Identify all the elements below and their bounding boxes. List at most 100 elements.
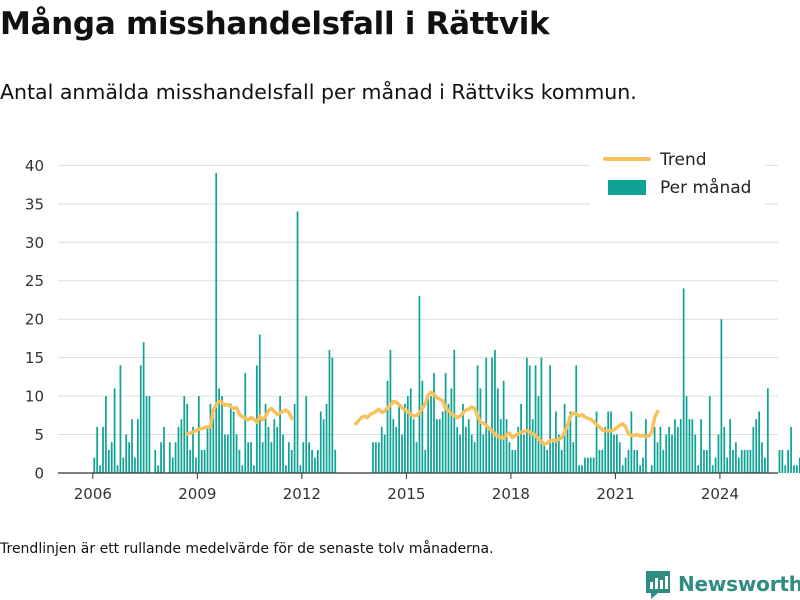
bar xyxy=(662,449,665,473)
bar xyxy=(105,396,107,473)
chart: 2006 2009 2012 2015 2018 2021 2024 0 5 10 15 20 25 3… xyxy=(25,146,800,500)
bar xyxy=(160,442,162,473)
x-tick-label: 2012 xyxy=(283,485,321,500)
bar xyxy=(575,365,578,473)
bar xyxy=(470,434,473,473)
bar xyxy=(752,426,755,473)
bar xyxy=(639,465,641,473)
bar xyxy=(186,403,189,473)
bar xyxy=(200,449,203,473)
bar xyxy=(584,457,586,473)
x-tick-label: 2009 xyxy=(178,485,216,500)
bar xyxy=(163,426,165,473)
bar xyxy=(549,365,551,473)
legend-bars-label: Per månad xyxy=(660,177,751,198)
bar xyxy=(560,449,563,473)
bar xyxy=(331,357,334,473)
bar xyxy=(636,449,639,473)
bar xyxy=(168,442,171,473)
bar xyxy=(404,403,406,473)
bar xyxy=(496,388,499,473)
bar xyxy=(732,449,734,473)
bar xyxy=(450,388,453,473)
bar xyxy=(380,426,383,473)
bar xyxy=(192,426,194,473)
bar xyxy=(688,419,691,473)
bar xyxy=(613,434,615,473)
bar xyxy=(253,465,255,473)
bar xyxy=(697,465,700,473)
bar xyxy=(459,434,461,473)
bar xyxy=(761,442,763,473)
y-tick-label: 0 xyxy=(34,465,44,483)
bar xyxy=(206,426,209,473)
bar xyxy=(610,411,612,473)
bar xyxy=(546,449,549,473)
bar xyxy=(189,449,191,473)
bar xyxy=(784,465,787,473)
bar xyxy=(302,442,305,473)
bar xyxy=(102,426,104,473)
bar xyxy=(511,449,514,473)
bar xyxy=(258,334,261,473)
bar xyxy=(316,449,319,473)
bar xyxy=(247,442,250,473)
bar xyxy=(758,411,760,473)
x-tick-label: 2006 xyxy=(74,485,112,500)
bar xyxy=(325,403,328,473)
bar xyxy=(270,442,273,473)
bar xyxy=(749,449,752,473)
bar xyxy=(685,396,688,473)
bar xyxy=(616,434,618,473)
bar xyxy=(438,419,441,473)
bar xyxy=(479,388,482,473)
trend-series xyxy=(185,390,660,447)
bar xyxy=(226,434,229,473)
bar xyxy=(630,411,633,473)
bar xyxy=(793,465,795,473)
bar xyxy=(624,457,627,473)
bar xyxy=(424,449,427,473)
legend: Trend Per månad xyxy=(590,146,765,206)
bar xyxy=(119,365,122,473)
legend-bars-swatch xyxy=(608,180,646,195)
bar xyxy=(485,357,488,473)
bar xyxy=(645,419,647,473)
bar xyxy=(729,419,731,473)
bar xyxy=(569,411,572,473)
bar xyxy=(482,434,485,473)
newsworthy-logo-icon xyxy=(646,571,670,599)
brand-logo[interactable]: Newsworthy xyxy=(644,568,800,600)
bar xyxy=(796,465,798,473)
bar xyxy=(691,419,694,473)
bar xyxy=(136,419,139,473)
bar xyxy=(717,434,720,473)
bar xyxy=(113,388,116,473)
x-tick-label: 2024 xyxy=(701,485,739,500)
bar xyxy=(473,442,476,473)
y-tick-label: 35 xyxy=(25,195,44,213)
footnote: Trendlinjen är ett rullande medelvärde f… xyxy=(0,541,494,557)
bar xyxy=(465,426,467,473)
bar xyxy=(720,319,723,473)
x-tick-label: 2021 xyxy=(596,485,634,500)
bar xyxy=(238,449,241,473)
bar xyxy=(665,434,668,473)
bar xyxy=(436,419,438,473)
bar xyxy=(601,449,604,473)
brand-name: Newsworthy xyxy=(678,572,800,596)
bar xyxy=(293,403,296,473)
bar xyxy=(279,396,281,473)
bar xyxy=(154,449,157,473)
bar xyxy=(116,465,119,473)
bar xyxy=(726,457,729,473)
bar xyxy=(386,380,389,473)
bar xyxy=(499,419,502,473)
bar xyxy=(305,396,308,473)
bar xyxy=(586,457,589,473)
chart-title: Många misshandelsfall i Rättvik xyxy=(0,6,550,42)
bar xyxy=(790,426,792,473)
bar xyxy=(781,449,784,473)
bar xyxy=(250,442,252,473)
bar xyxy=(282,434,284,473)
